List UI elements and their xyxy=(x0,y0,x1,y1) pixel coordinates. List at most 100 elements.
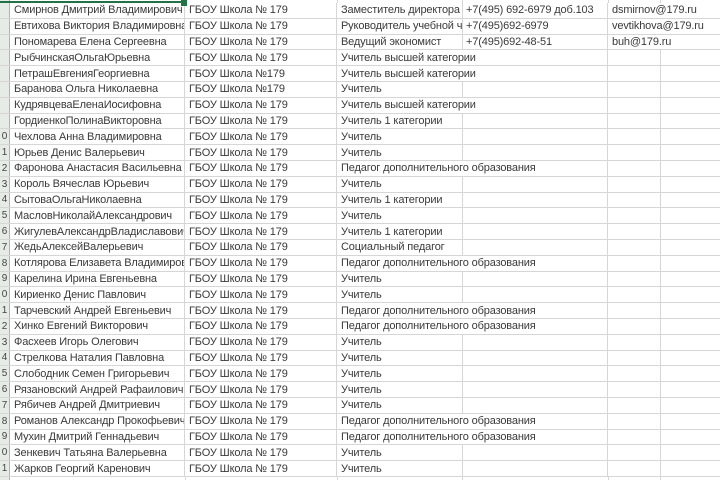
cell-name[interactable]: Фаронова Анастасия Васильевна xyxy=(10,160,185,176)
cell-position[interactable]: Учитель xyxy=(341,399,382,412)
cell-name[interactable]: Мухин Дмитрий Геннадьевич xyxy=(10,429,185,445)
cell-position-phone[interactable]: Учитель xyxy=(337,366,608,382)
cell-position[interactable]: Педагог дополнительного образования xyxy=(341,430,536,443)
cell-position-phone[interactable]: Учитель xyxy=(337,271,608,287)
row-header[interactable] xyxy=(0,3,10,18)
row-header[interactable]: 0 xyxy=(0,129,10,145)
cell-email[interactable] xyxy=(608,255,720,271)
cell-position[interactable]: Учитель xyxy=(341,272,382,285)
cell-name[interactable]: СытоваОльгаНиколаевна xyxy=(10,192,185,208)
cell-position-phone[interactable]: Учитель xyxy=(337,129,608,145)
cell-name[interactable]: Рязановский Андрей Рафаилович xyxy=(10,382,185,397)
cell-email[interactable] xyxy=(608,461,720,476)
cell-position-phone[interactable]: Руководитель учебной части +7(495)692-697… xyxy=(337,18,608,34)
cell-school[interactable]: ГБОУ Школа № 179 xyxy=(185,397,337,413)
cell-position[interactable]: Учитель высшей категории xyxy=(341,99,476,112)
cell-school[interactable]: ГБОУ Школа № 179 xyxy=(185,350,337,366)
cell-email[interactable] xyxy=(608,271,720,287)
row-header[interactable]: 3 xyxy=(0,176,10,192)
row-header[interactable] xyxy=(0,66,10,81)
cell-school[interactable]: ГБОУ Школа № 179 xyxy=(185,461,337,476)
cell-school[interactable]: ГБОУ Школа № 179 xyxy=(185,113,337,129)
cell-email[interactable] xyxy=(608,208,720,223)
cell-email[interactable]: vevtikhova@179.ru xyxy=(612,20,704,33)
row-header[interactable]: 5 xyxy=(0,366,10,382)
cell-name[interactable]: Хинко Евгений Викторович xyxy=(10,318,185,334)
cell-position-phone[interactable]: Социальный педагог xyxy=(337,239,608,255)
cell-position[interactable]: Заместитель директора xyxy=(341,4,460,17)
cell-name[interactable]: Евтихова Виктория Владимировна xyxy=(10,18,185,34)
cell-position-phone[interactable]: Учитель 1 категории xyxy=(337,113,608,129)
cell-school[interactable]: ГБОУ Школа № 179 xyxy=(185,366,337,382)
cell-position[interactable]: Учитель xyxy=(341,288,382,301)
row-header[interactable]: 9 xyxy=(0,271,10,287)
cell-email[interactable] xyxy=(608,66,720,81)
cell-position-phone[interactable]: Учитель xyxy=(337,287,608,303)
cell-name[interactable]: Чехлова Анна Владимировна xyxy=(10,129,185,145)
row-header[interactable] xyxy=(0,113,10,129)
cell-position[interactable]: Учитель xyxy=(341,130,382,143)
cell-position-phone[interactable]: Учитель xyxy=(337,208,608,224)
cell-position-phone[interactable]: Ведущий экономист +7(495)692-48-51 xyxy=(337,34,608,50)
cell-position-phone[interactable]: Педагог дополнительного образования xyxy=(337,303,608,318)
row-header[interactable] xyxy=(0,97,10,113)
cell-school[interactable]: ГБОУ Школа № 179 xyxy=(185,208,337,224)
cell-name[interactable]: Карелина Ирина Евгеньевна xyxy=(10,271,185,287)
cell-email[interactable] xyxy=(608,397,720,413)
cell-name[interactable]: РыбчинскаяОльгаЮрьевна xyxy=(10,50,185,66)
cell-school[interactable]: ГБОУ Школа №179 xyxy=(185,66,337,81)
cell-school[interactable]: ГБОУ Школа № 179 xyxy=(185,318,337,334)
cell-name[interactable]: Пономарева Елена Сергеевна xyxy=(10,34,185,50)
cell-email[interactable]: buh@179.ru xyxy=(612,35,672,48)
cell-position-phone[interactable]: Учитель xyxy=(337,382,608,397)
cell-position-phone[interactable]: Педагог дополнительного образования xyxy=(337,255,608,271)
cell-position[interactable]: Учитель 1 категории xyxy=(341,225,443,238)
cell-school[interactable]: ГБОУ Школа № 179 xyxy=(185,3,337,18)
cell-position-phone[interactable]: Педагог дополнительного образования xyxy=(337,160,608,176)
cell-name[interactable]: КудрявцеваЕленаИосифовна xyxy=(10,97,185,113)
cell-position[interactable]: Учитель 1 категории xyxy=(341,114,443,127)
cell-email[interactable] xyxy=(608,318,720,334)
cell-position-phone[interactable]: Учитель xyxy=(337,445,608,461)
cell-position[interactable]: Учитель xyxy=(341,462,382,475)
cell-name[interactable]: ЖедьАлексейВалерьевич xyxy=(10,239,185,255)
cell-school[interactable]: ГБОУ Школа № 179 xyxy=(185,129,337,145)
cell-position-phone[interactable]: Педагог дополнительного образования xyxy=(337,429,608,445)
row-header[interactable]: 5 xyxy=(0,208,10,224)
row-header[interactable]: 6 xyxy=(0,224,10,239)
cell-position[interactable]: Учитель xyxy=(341,336,382,349)
row-header[interactable]: 1 xyxy=(0,461,10,476)
cell-position[interactable]: Педагог дополнительного образования xyxy=(341,162,536,175)
row-header[interactable]: 2 xyxy=(0,318,10,334)
cell-school[interactable]: ГБОУ Школа № 179 xyxy=(185,34,337,50)
cell-name[interactable]: ПетрашЕвгенияГеоргиевна xyxy=(10,66,185,81)
cell-position[interactable]: Учитель xyxy=(341,178,382,191)
row-header[interactable] xyxy=(0,18,10,34)
cell-name[interactable]: Рябичев Андрей Дмитриевич xyxy=(10,397,185,413)
cell-school[interactable]: ГБОУ Школа № 179 xyxy=(185,192,337,208)
cell-email[interactable] xyxy=(608,50,720,65)
cell-position[interactable]: Педагог дополнительного образования xyxy=(341,304,536,317)
cell-phone[interactable]: +7(495) 692-6979 доб.103 xyxy=(466,4,594,17)
row-header[interactable]: 8 xyxy=(0,255,10,271)
cell-school[interactable]: ГБОУ Школа № 179 xyxy=(185,287,337,303)
cell-position[interactable]: Учитель высшей категории xyxy=(341,51,476,64)
cell-position[interactable]: Учитель xyxy=(341,209,382,222)
cell-position-phone[interactable]: Педагог дополнительного образования xyxy=(337,413,608,429)
cell-position-phone[interactable]: Учитель xyxy=(337,461,608,476)
row-header[interactable]: 3 xyxy=(0,334,10,350)
cell-name[interactable]: Смирнов Дмитрий Владимирович xyxy=(10,3,185,18)
cell-email[interactable] xyxy=(608,176,720,192)
cell-email[interactable] xyxy=(608,334,720,350)
cell-school[interactable]: ГБОУ Школа № 179 xyxy=(185,382,337,397)
row-header[interactable]: 6 xyxy=(0,382,10,397)
cell-name[interactable]: Котлярова Елизавета Владимировна xyxy=(10,255,185,271)
row-header[interactable]: 7 xyxy=(0,239,10,255)
cell-email[interactable]: dsmirnov@179.ru xyxy=(612,4,697,17)
cell-position[interactable]: Учитель xyxy=(341,383,382,396)
cell-school[interactable]: ГБОУ Школа № 179 xyxy=(185,445,337,461)
cell-phone[interactable]: +7(495)692-6979 xyxy=(466,20,549,33)
cell-email[interactable] xyxy=(608,239,720,255)
cell-email[interactable] xyxy=(608,429,720,445)
cell-school[interactable]: ГБОУ Школа № 179 xyxy=(185,429,337,445)
